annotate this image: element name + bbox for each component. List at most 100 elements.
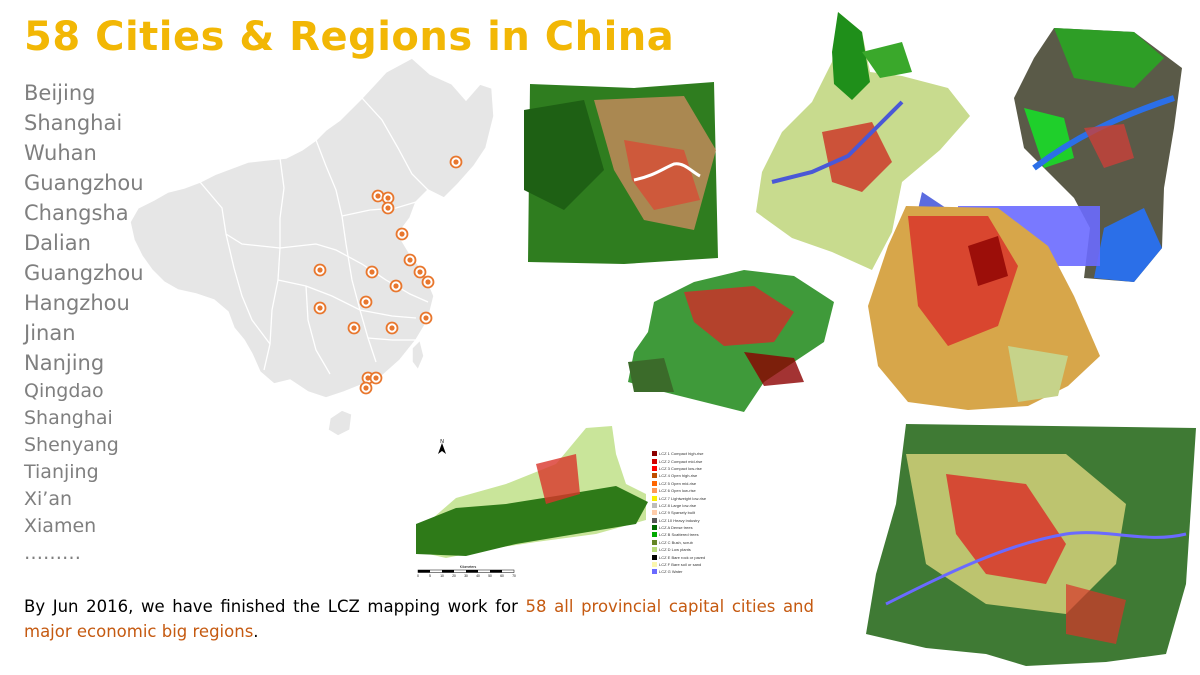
legend-label: LCZ 3 Compact low-rise: [659, 465, 702, 471]
location-marker-icon: [313, 263, 327, 277]
location-marker-icon: [365, 265, 379, 279]
legend-item: LCZ 6 Open low-rise: [652, 487, 714, 494]
legend-item: LCZ 8 Large low-rise: [652, 502, 714, 509]
legend-item: LCZ 5 Open mid-rise: [652, 480, 714, 487]
legend-item: LCZ A Dense trees: [652, 524, 714, 531]
legend-item: LCZ D Low plants: [652, 546, 714, 553]
city-list-item: Qingdao: [24, 380, 104, 402]
caption-highlight: 58 all provincial capital cities and maj…: [24, 597, 814, 641]
lcz-map-3: [1014, 28, 1182, 282]
legend-label: LCZ G Water: [659, 569, 683, 575]
legend-label: LCZ 10 Heavy industry: [659, 517, 700, 523]
scalebar-tick: 0: [417, 574, 419, 578]
location-marker-icon: [385, 321, 399, 335]
legend-item: LCZ 7 Lightweight low-rise: [652, 494, 714, 501]
north-arrow-icon: N: [438, 439, 446, 454]
scalebar-tick: 10: [440, 574, 444, 578]
legend-label: LCZ 6 Open low-rise: [659, 488, 696, 494]
legend-item: LCZ 10 Heavy industry: [652, 517, 714, 524]
legend-label: LCZ 8 Large low-rise: [659, 502, 697, 508]
legend-label: LCZ 2 Compact mid-rise: [659, 458, 703, 464]
legend-label: LCZ 1 Compact high-rise: [659, 451, 704, 457]
legend-swatch: [652, 510, 657, 516]
city-list-item: Shanghai: [24, 407, 113, 429]
location-marker-icon: [449, 155, 463, 169]
scalebar-tick: 5: [429, 574, 431, 578]
scalebar-tick: 50: [488, 574, 492, 578]
lcz-legend: LCZ 1 Compact high-rise LCZ 2 Compact mid…: [652, 450, 714, 578]
city-list-item: Guangzhou: [24, 261, 144, 285]
location-marker-icon: [371, 189, 385, 203]
svg-text:N: N: [440, 439, 444, 445]
legend-swatch: [652, 525, 657, 531]
location-marker-icon: [403, 253, 417, 267]
caption: By Jun 2016, we have finished the LCZ ma…: [24, 594, 814, 644]
legend-label: LCZ D Low plants: [659, 547, 691, 553]
location-marker-icon: [419, 311, 433, 325]
scalebar-tick: 30: [464, 574, 468, 578]
location-marker-icon: [389, 279, 403, 293]
legend-swatch: [652, 465, 657, 471]
city-list-item: Beijing: [24, 81, 96, 105]
city-list-item: Xi’an: [24, 488, 73, 510]
legend-label: LCZ A Dense trees: [659, 525, 693, 531]
location-marker-icon: [347, 321, 361, 335]
scalebar-tick: 60: [500, 574, 504, 578]
legend-label: LCZ 4 Open high-rise: [659, 473, 698, 479]
scalebar-tick: 70: [512, 574, 516, 578]
lcz-map-1: [524, 82, 718, 264]
city-list-item: ………: [24, 542, 81, 564]
lcz-map-7: [866, 424, 1196, 666]
legend-swatch: [652, 569, 657, 575]
legend-swatch: [652, 480, 657, 486]
location-marker-icon: [359, 295, 373, 309]
city-list-item: Jinan: [24, 321, 76, 345]
city-list-item: Xiamen: [24, 515, 97, 537]
legend-swatch: [652, 562, 657, 568]
location-marker-icon: [395, 227, 409, 241]
legend-label: LCZ 9 Sparsely built: [659, 510, 696, 516]
page-title: 58 Cities & Regions in China: [24, 14, 675, 60]
caption-end: .: [253, 622, 259, 641]
location-marker-icon: [413, 265, 427, 279]
lcz-map-4: [628, 270, 834, 412]
legend-swatch: [652, 517, 657, 523]
legend-swatch: [652, 488, 657, 494]
scalebar-tick: 40: [476, 574, 480, 578]
legend-item: LCZ 1 Compact high-rise: [652, 450, 714, 457]
city-list-item: Shanghai: [24, 111, 123, 135]
legend-label: LCZ B Scattered trees: [659, 532, 699, 538]
scalebar-tick: 20: [452, 574, 456, 578]
scalebar: Kilometers 0 5 10 20 30 40 50 60 70: [417, 565, 516, 578]
legend-swatch: [652, 532, 657, 538]
legend-item: LCZ F Bare soil or sand: [652, 561, 714, 568]
legend-item: LCZ C Bush, scrub: [652, 539, 714, 546]
location-marker-icon: [359, 381, 373, 395]
legend-label: LCZ E Bare rock or paved: [659, 554, 706, 560]
legend-swatch: [652, 495, 657, 501]
legend-label: LCZ 5 Open mid-rise: [659, 480, 697, 486]
city-list-item: Tianjing: [24, 461, 99, 483]
legend-item: LCZ 9 Sparsely built: [652, 509, 714, 516]
legend-swatch: [652, 458, 657, 464]
city-list-item: Nanjing: [24, 351, 105, 375]
legend-label: LCZ C Bush, scrub: [659, 539, 693, 545]
location-marker-icon: [369, 371, 383, 385]
legend-item: LCZ G Water: [652, 568, 714, 575]
legend-label: LCZ 7 Lightweight low-rise: [659, 495, 707, 501]
location-marker-icon: [313, 301, 327, 315]
legend-swatch: [652, 502, 657, 508]
city-list: Beijing Shanghai Wuhan Guangzhou Changsha Dal…: [24, 78, 144, 567]
china-map: [130, 58, 495, 437]
legend-swatch: [652, 539, 657, 545]
legend-item: LCZ 2 Compact mid-rise: [652, 457, 714, 464]
city-list-item: Hangzhou: [24, 291, 130, 315]
city-list-item: Guangzhou: [24, 171, 144, 195]
legend-swatch: [652, 451, 657, 457]
legend-item: LCZ 3 Compact low-rise: [652, 465, 714, 472]
legend-swatch: [652, 473, 657, 479]
location-marker-icon: [381, 201, 395, 215]
legend-item: LCZ B Scattered trees: [652, 531, 714, 538]
scalebar-label: Kilometers: [460, 565, 477, 569]
city-list-item: Wuhan: [24, 141, 97, 165]
